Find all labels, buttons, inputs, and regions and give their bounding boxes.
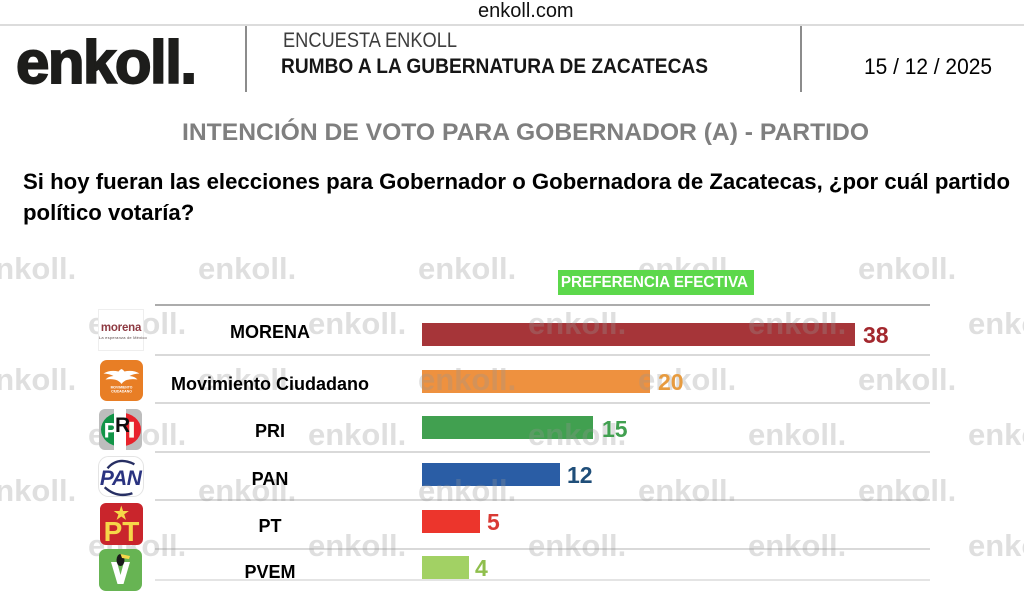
svg-text:P: P — [104, 420, 118, 443]
svg-text:MOVIMIENTO: MOVIMIENTO — [111, 386, 133, 390]
svg-text:PAN: PAN — [100, 467, 143, 490]
svg-text:PT: PT — [104, 516, 140, 545]
svg-text:R: R — [115, 414, 130, 437]
svg-text:CIUDADANO: CIUDADANO — [111, 390, 132, 394]
